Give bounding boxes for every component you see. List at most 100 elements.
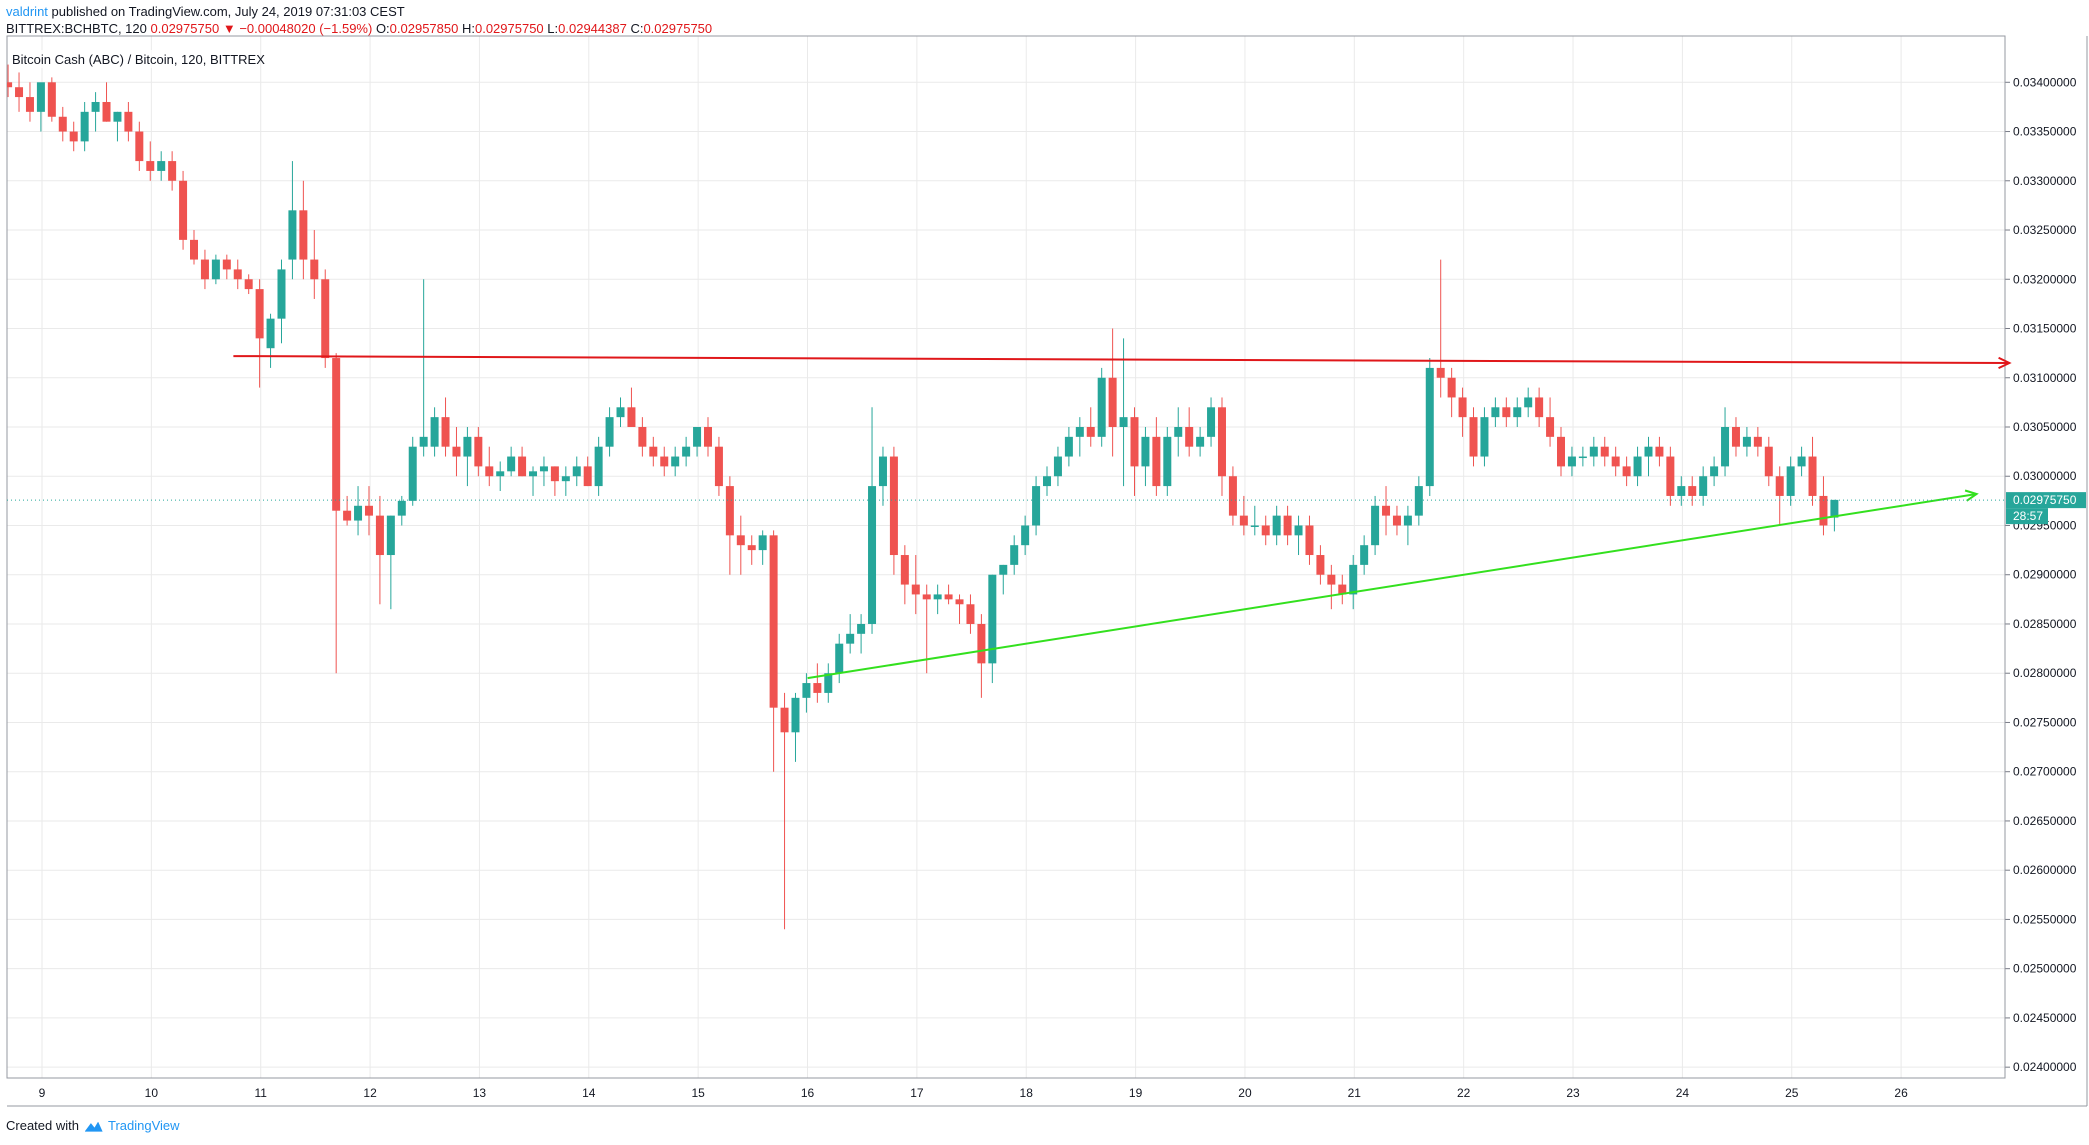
candle-body (1436, 367, 1445, 378)
chart-title-bg (10, 50, 260, 68)
candle-body (1600, 446, 1609, 457)
candle-body (80, 111, 89, 142)
candle (1382, 486, 1391, 536)
candle (1097, 367, 1106, 447)
candle-body (594, 446, 603, 487)
candle (124, 101, 133, 142)
candle-body (1710, 466, 1719, 477)
candle (725, 476, 734, 575)
chart-header: valdrint published on TradingView.com, J… (0, 0, 2089, 36)
candle-body (1086, 426, 1095, 437)
y-tick-label: 0.02700000 (2013, 765, 2077, 779)
candle (1775, 466, 1784, 526)
candle (1480, 407, 1489, 467)
candle-body (364, 505, 373, 516)
publish-text: published on TradingView.com, July 24, 2… (51, 4, 405, 19)
candle-body (288, 210, 297, 260)
candle (736, 515, 745, 575)
y-tick-label: 0.02800000 (2013, 666, 2077, 680)
candle-body (496, 471, 505, 477)
candle-body (889, 456, 898, 556)
candle-body (550, 466, 559, 482)
candle-body (1250, 525, 1259, 527)
candle (1710, 456, 1719, 487)
candle (1316, 545, 1325, 585)
support-arrow-icon (1964, 489, 1979, 502)
candle-body (375, 515, 384, 556)
candle (627, 387, 636, 427)
candle-body (638, 426, 647, 447)
candle-body (222, 259, 231, 270)
candle (36, 82, 45, 132)
candle-body (1075, 426, 1084, 437)
candle-body (36, 82, 45, 112)
candle (900, 545, 909, 605)
y-tick-label: 0.02450000 (2013, 1011, 2077, 1025)
candle-body (321, 279, 330, 359)
candle (179, 170, 188, 250)
candle (693, 426, 702, 457)
tradingview-brand-link[interactable]: TradingView (108, 1118, 180, 1133)
countdown-label: 28:57 (2013, 509, 2043, 523)
candle (343, 495, 352, 526)
candle (835, 633, 844, 684)
candle (1261, 515, 1270, 546)
y-tick-label: 0.02600000 (2013, 863, 2077, 877)
candle-body (1469, 417, 1478, 457)
candle-body (1622, 466, 1631, 477)
candle (1294, 515, 1303, 556)
candle-body (1360, 545, 1369, 565)
high-value: 0.02975750 (474, 21, 544, 36)
x-tick-label: 16 (801, 1086, 815, 1100)
candle-body (419, 436, 428, 447)
y-tick-label: 0.03050000 (2013, 420, 2077, 434)
candle-body (1764, 446, 1773, 477)
candle (911, 555, 920, 615)
candle (1557, 426, 1565, 477)
candle-body (1141, 436, 1150, 467)
candle (539, 456, 548, 487)
candle (561, 466, 570, 496)
candle-body (1163, 436, 1172, 487)
candle (190, 230, 199, 265)
candle (933, 584, 942, 615)
candle-body (102, 101, 111, 122)
candle (375, 495, 384, 605)
x-tick-label: 18 (1020, 1086, 1034, 1100)
candle-body (955, 599, 964, 605)
candle (1699, 466, 1708, 506)
candle-body (583, 466, 592, 487)
candle-body (1403, 515, 1412, 526)
candle (1305, 515, 1314, 565)
candle (1753, 426, 1762, 457)
candle-body (1535, 397, 1544, 418)
candle (1524, 387, 1533, 418)
candle-body (539, 466, 548, 472)
candle-body (7, 82, 13, 88)
candle (430, 407, 439, 457)
candle-body (124, 111, 133, 132)
y-tick-label: 0.02400000 (2013, 1060, 2077, 1074)
countdown-tag (2006, 508, 2048, 525)
candle-body (69, 131, 78, 142)
candle-body (1578, 456, 1587, 459)
author-link[interactable]: valdrint (6, 4, 48, 19)
candle (1010, 535, 1019, 575)
candle-body (310, 259, 319, 280)
candle (1447, 367, 1456, 418)
candle-body (911, 584, 920, 595)
candle-body (999, 564, 1008, 575)
x-tick-label: 13 (473, 1086, 487, 1100)
candle (168, 151, 177, 191)
candle-body (747, 545, 756, 551)
candle-body (1032, 486, 1041, 526)
candle (1239, 495, 1248, 536)
candle (1338, 574, 1347, 605)
candle (1185, 407, 1194, 457)
x-tick-label: 9 (39, 1086, 46, 1100)
candle-body (1196, 436, 1205, 447)
last-price-tag (2006, 492, 2086, 509)
candle (1174, 407, 1183, 457)
candle (780, 692, 789, 930)
